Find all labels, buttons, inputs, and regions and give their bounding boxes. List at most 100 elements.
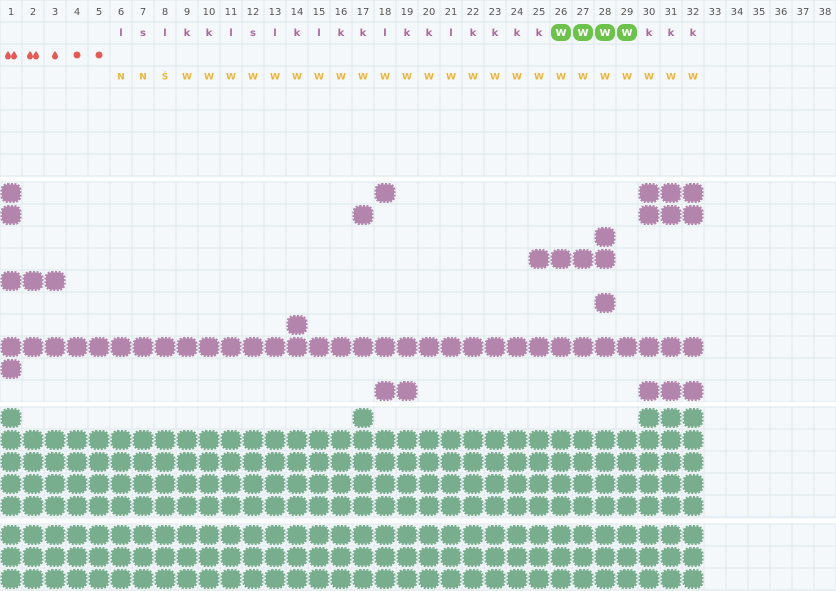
blob-body bbox=[442, 570, 460, 588]
blob-edge bbox=[0, 205, 22, 225]
blob bbox=[550, 525, 572, 545]
blob bbox=[682, 496, 704, 516]
blob bbox=[506, 430, 528, 450]
blob-body bbox=[332, 431, 350, 449]
blob-body bbox=[640, 184, 658, 202]
blob-body bbox=[24, 431, 42, 449]
blob bbox=[374, 430, 396, 450]
blob-edge bbox=[44, 525, 66, 545]
blob bbox=[110, 525, 132, 545]
blob-edge bbox=[682, 474, 704, 494]
blob-edge bbox=[616, 474, 638, 494]
blob bbox=[660, 452, 682, 472]
mood: W bbox=[248, 73, 258, 83]
blob-edge bbox=[198, 474, 220, 494]
blob bbox=[88, 547, 110, 567]
blob-edge bbox=[528, 547, 550, 567]
blob-edge bbox=[0, 474, 22, 494]
blob-edge bbox=[264, 496, 286, 516]
blob bbox=[110, 337, 132, 357]
symptom: k bbox=[470, 28, 477, 39]
blob-body bbox=[508, 497, 526, 515]
blob-edge bbox=[396, 525, 418, 545]
blob bbox=[418, 525, 440, 545]
blob-edge bbox=[682, 525, 704, 545]
blob-edge bbox=[396, 337, 418, 357]
blob bbox=[0, 496, 22, 516]
blob bbox=[176, 430, 198, 450]
blob-edge bbox=[330, 337, 352, 357]
blob-body bbox=[530, 431, 548, 449]
blob-body bbox=[266, 526, 284, 544]
blob bbox=[638, 452, 660, 472]
blob-body bbox=[618, 526, 636, 544]
blob-edge bbox=[88, 474, 110, 494]
day-number: 38 bbox=[819, 7, 832, 18]
blob-body bbox=[178, 526, 196, 544]
blob-body bbox=[486, 497, 504, 515]
blob-edge bbox=[0, 569, 22, 589]
blob-body bbox=[288, 570, 306, 588]
blob bbox=[638, 430, 660, 450]
blob-body bbox=[530, 497, 548, 515]
blob-edge bbox=[374, 183, 396, 203]
blob-body bbox=[2, 431, 20, 449]
blob-body bbox=[508, 548, 526, 566]
blob-edge bbox=[242, 547, 264, 567]
blob-body bbox=[156, 453, 174, 471]
blob bbox=[462, 569, 484, 589]
blob bbox=[264, 547, 286, 567]
blob-body bbox=[332, 526, 350, 544]
blob-body bbox=[68, 497, 86, 515]
blob-body bbox=[310, 548, 328, 566]
blob-body bbox=[618, 570, 636, 588]
blob-body bbox=[178, 453, 196, 471]
blob bbox=[154, 496, 176, 516]
blob bbox=[44, 547, 66, 567]
symptom: k bbox=[338, 28, 345, 39]
blob bbox=[330, 569, 352, 589]
blob-edge bbox=[506, 525, 528, 545]
blob bbox=[88, 496, 110, 516]
day-number: 22 bbox=[467, 7, 480, 18]
blob-edge bbox=[88, 496, 110, 516]
blob-edge bbox=[330, 569, 352, 589]
blob-edge bbox=[594, 249, 616, 269]
blob-edge bbox=[374, 337, 396, 357]
blob-edge bbox=[22, 525, 44, 545]
blob-body bbox=[640, 206, 658, 224]
blob bbox=[220, 569, 242, 589]
blob bbox=[88, 525, 110, 545]
blob bbox=[22, 337, 44, 357]
blob-body bbox=[156, 548, 174, 566]
blob bbox=[176, 452, 198, 472]
blob-body bbox=[508, 338, 526, 356]
symptom: k bbox=[206, 28, 213, 39]
blob-edge bbox=[154, 569, 176, 589]
blob-edge bbox=[198, 452, 220, 472]
blob-edge bbox=[462, 525, 484, 545]
blob bbox=[594, 452, 616, 472]
blob bbox=[66, 496, 88, 516]
blob-edge bbox=[44, 496, 66, 516]
blob-edge bbox=[682, 408, 704, 428]
day-number: 9 bbox=[184, 7, 190, 18]
blob bbox=[616, 496, 638, 516]
blob-body bbox=[574, 431, 592, 449]
mood: N bbox=[117, 73, 125, 83]
blob-edge bbox=[616, 525, 638, 545]
blob bbox=[176, 547, 198, 567]
blob bbox=[682, 547, 704, 567]
blob-body bbox=[684, 497, 702, 515]
blob-body bbox=[200, 338, 218, 356]
blob-body bbox=[464, 497, 482, 515]
blob-edge bbox=[484, 474, 506, 494]
blob-body bbox=[2, 272, 20, 290]
blob bbox=[88, 474, 110, 494]
blob-edge bbox=[88, 525, 110, 545]
blob-edge bbox=[154, 452, 176, 472]
blob bbox=[484, 496, 506, 516]
day-number: 2 bbox=[30, 7, 36, 18]
blob-body bbox=[46, 338, 64, 356]
blob bbox=[462, 474, 484, 494]
